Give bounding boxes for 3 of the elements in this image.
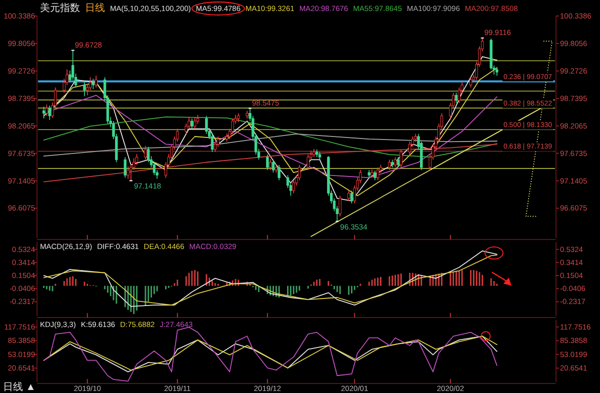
chart-title: 美元指数: [40, 2, 80, 14]
text: 日线 ▲: [3, 381, 36, 393]
chart-subtitle: 日线: [85, 2, 105, 14]
